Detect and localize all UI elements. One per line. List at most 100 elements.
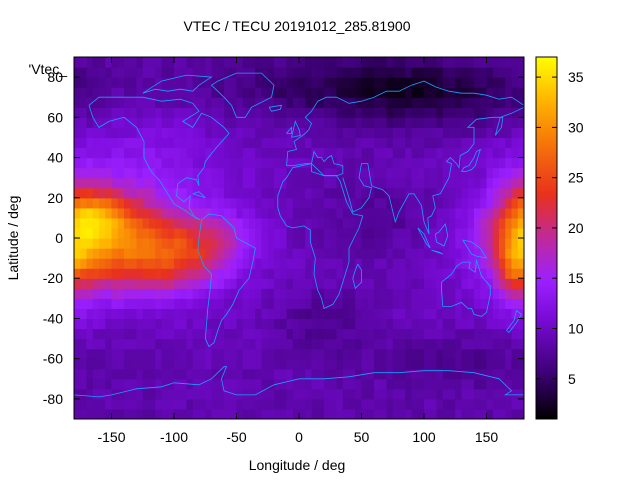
heatmap-cell — [174, 87, 181, 98]
heatmap-cell — [80, 348, 88, 360]
heatmap-cell — [99, 318, 106, 330]
heatmap-cell — [355, 378, 363, 390]
heatmap-cell — [342, 378, 350, 390]
heatmap-cell — [430, 328, 438, 340]
heatmap-cell — [74, 187, 81, 199]
heatmap-cell — [155, 117, 163, 128]
heatmap-cell — [199, 167, 206, 179]
heatmap-cell — [455, 278, 463, 289]
heatmap-cell — [405, 97, 413, 108]
heatmap-cell — [405, 368, 413, 380]
heatmap-cell — [355, 318, 363, 330]
heatmap-cell — [274, 157, 281, 169]
heatmap-cell — [80, 147, 88, 159]
heatmap-cell — [167, 318, 175, 330]
heatmap-cell — [517, 137, 524, 149]
heatmap-cell — [117, 87, 125, 98]
heatmap-cell — [330, 278, 338, 289]
heatmap-cell — [367, 137, 375, 149]
heatmap-cell — [399, 398, 406, 410]
heatmap-cell — [461, 67, 469, 78]
heatmap-cell — [442, 107, 450, 118]
heatmap-cell — [355, 258, 363, 269]
heatmap-cell — [467, 167, 475, 179]
heatmap-cell — [255, 97, 263, 108]
heatmap-cell — [474, 77, 481, 88]
heatmap-cell — [424, 268, 431, 279]
heatmap-cell — [474, 408, 481, 419]
heatmap-cell — [117, 77, 125, 88]
heatmap-cell — [167, 358, 175, 370]
heatmap-cell — [399, 147, 406, 159]
heatmap-cell — [286, 197, 294, 209]
heatmap-cell — [380, 298, 388, 309]
heatmap-cell — [155, 77, 163, 88]
heatmap-cell — [142, 67, 150, 78]
heatmap-cell — [417, 268, 425, 279]
heatmap-cell — [74, 87, 81, 98]
heatmap-cell — [342, 388, 350, 400]
heatmap-cell — [136, 328, 144, 340]
heatmap-cell — [236, 227, 244, 239]
heatmap-cell — [230, 137, 238, 149]
heatmap-cell — [124, 378, 131, 390]
heatmap-cell — [499, 147, 506, 159]
heatmap-cell — [342, 117, 350, 128]
heatmap-cell — [142, 187, 150, 199]
heatmap-cell — [342, 187, 350, 199]
heatmap-cell — [374, 398, 381, 410]
heatmap-cell — [499, 288, 506, 299]
heatmap-cell — [361, 338, 369, 350]
heatmap-cell — [467, 308, 475, 320]
x-tick-label: 0 — [295, 429, 303, 445]
heatmap-cell — [442, 298, 450, 309]
heatmap-cell — [336, 117, 344, 128]
heatmap-cell — [217, 288, 225, 299]
heatmap-cell — [380, 258, 388, 269]
heatmap-cell — [486, 187, 494, 199]
heatmap-cell — [492, 288, 500, 299]
heatmap-cell — [405, 127, 413, 139]
heatmap-cell — [192, 238, 200, 249]
heatmap-cell — [467, 217, 475, 229]
heatmap-cell — [455, 338, 463, 350]
heatmap-cell — [236, 127, 244, 139]
heatmap-cell — [299, 348, 306, 360]
heatmap-cell — [167, 187, 175, 199]
heatmap-cell — [349, 348, 356, 360]
heatmap-cell — [467, 147, 475, 159]
heatmap-cell — [355, 207, 363, 219]
x-tick-label: -150 — [97, 429, 125, 445]
heatmap-cell — [224, 137, 231, 149]
heatmap-cell — [261, 338, 269, 350]
heatmap-cell — [236, 328, 244, 340]
heatmap-cell — [374, 217, 381, 229]
heatmap-cell — [442, 97, 450, 108]
heatmap-cell — [442, 398, 450, 410]
heatmap-cell — [92, 167, 100, 179]
heatmap-cell — [174, 348, 181, 360]
heatmap-cell — [317, 197, 325, 209]
heatmap-cell — [305, 197, 313, 209]
heatmap-cell — [386, 97, 394, 108]
heatmap-cell — [405, 358, 413, 370]
heatmap-cell — [192, 77, 200, 88]
heatmap-cell — [330, 77, 338, 88]
heatmap-cell — [255, 408, 263, 419]
heatmap-cell — [417, 197, 425, 209]
heatmap-cell — [224, 57, 231, 68]
heatmap-cell — [211, 217, 219, 229]
heatmap-cell — [224, 157, 231, 169]
coastline — [462, 239, 488, 259]
heatmap-cell — [280, 358, 288, 370]
heatmap-cell — [517, 278, 524, 289]
heatmap-cell — [167, 77, 175, 88]
heatmap-cell — [155, 157, 163, 169]
heatmap-cell — [186, 348, 194, 360]
heatmap-cell — [474, 217, 481, 229]
heatmap-cell — [405, 217, 413, 229]
heatmap-cell — [224, 177, 231, 189]
heatmap-cell — [286, 368, 294, 380]
heatmap-cell — [399, 388, 406, 400]
heatmap-cell — [511, 177, 519, 189]
